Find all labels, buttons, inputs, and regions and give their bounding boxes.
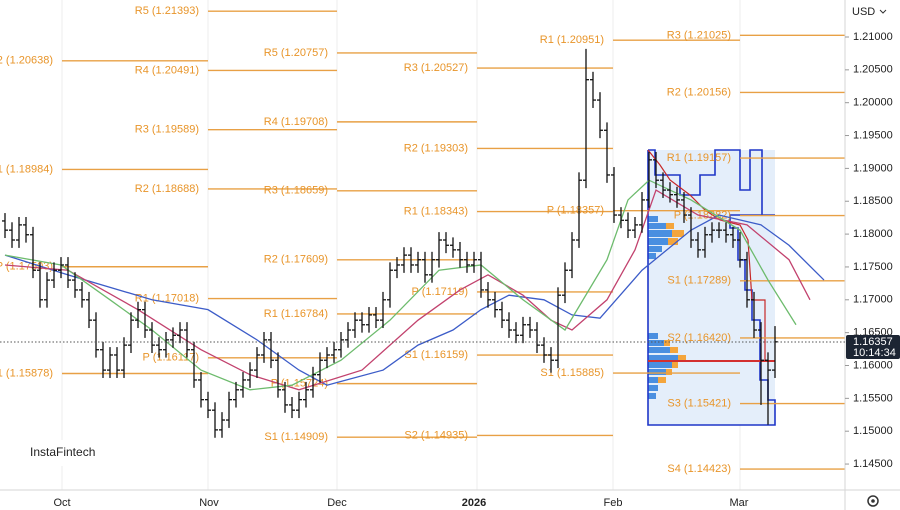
pivot-label: R3 (1.18659): [264, 185, 328, 197]
pivot-label: R5 (1.20757): [264, 47, 328, 59]
profile-area: [648, 150, 775, 425]
y-tick-label: 1.20500: [853, 64, 893, 76]
pivot-label: 1 (1.18984): [0, 163, 53, 175]
x-tick-label: Mar: [730, 497, 749, 509]
pivot-label: R1 (1.20951): [540, 34, 604, 46]
pivot-label: R4 (1.20491): [135, 64, 199, 76]
pivot-label: R3 (1.20527): [404, 62, 468, 74]
y-tick-label: 1.19000: [853, 162, 893, 174]
pivot-label: S2 (1.14935): [404, 429, 468, 441]
pivot-label: R5 (1.21393): [135, 5, 199, 17]
y-tick-label: 1.15500: [853, 392, 893, 404]
x-tick-label: Dec: [327, 497, 347, 509]
pivot-label: P (1.16117): [143, 352, 199, 364]
y-tick-label: 1.18000: [853, 228, 893, 240]
pivot-label: R2 (1.18688): [135, 183, 199, 195]
settings-icon-dot: [871, 499, 875, 503]
price-bars: [2, 48, 778, 438]
x-tick-label: 2026: [462, 497, 486, 509]
y-tick-label: 1.16000: [853, 359, 893, 371]
pivot-label: R1 (1.19157): [667, 152, 731, 164]
brand-bg: [22, 440, 104, 466]
y-tick-label: 1.15000: [853, 425, 893, 437]
pivot-label: R1 (1.17018): [135, 293, 199, 305]
moving-average: [4, 214, 825, 386]
y-tick-label: 1.21000: [853, 31, 893, 43]
pivot-label: S3 (1.15421): [667, 397, 731, 409]
countdown: 10:14:34: [853, 347, 896, 359]
last-price-box: [846, 335, 900, 360]
pivot-label: S2 (1.16420): [667, 332, 731, 344]
y-tick-label: 1.18500: [853, 195, 893, 207]
pivot-label: S1 (1.17289): [667, 275, 731, 287]
pivot-label: R2 (1.17609): [264, 254, 328, 266]
pivot-label: R2 (1.19303): [404, 142, 468, 154]
y-tick-label: 1.19500: [853, 129, 893, 141]
pivot-label: S1 (1.14909): [264, 431, 328, 443]
pivot-label: R1 (1.18343): [404, 205, 468, 217]
y-tick-label: 1.17000: [853, 294, 893, 306]
currency-dropdown[interactable]: [879, 9, 887, 14]
last-price-label: 1.16357: [853, 336, 893, 348]
pivot-label: R2 (1.20156): [667, 86, 731, 98]
pivot-label: P (1.18357): [547, 205, 604, 217]
volume-profile: [647, 149, 776, 426]
y-tick-label: 1.20000: [853, 97, 893, 109]
pivot-label: P (1.17119): [412, 286, 468, 298]
x-tick-label: Nov: [199, 497, 219, 509]
pivot-label: 1 (1.15878): [0, 367, 53, 379]
pivot-label: R3 (1.19589): [135, 124, 199, 136]
pivot-label: S4 (1.14423): [667, 463, 731, 475]
profile-bars-up: [658, 223, 686, 383]
y-tick-label: 1.14500: [853, 458, 893, 470]
profile-bars: [648, 216, 678, 399]
y-tick-label: 1.17500: [853, 261, 893, 273]
pivot-label: R1 (1.16784): [264, 308, 328, 320]
x-tick-label: Oct: [53, 497, 70, 509]
pivot-label: S1 (1.16159): [404, 349, 468, 361]
currency[interactable]: USD: [852, 6, 875, 18]
brand: InstaFintech: [30, 445, 95, 459]
pivot-label: R3 (1.21025): [667, 29, 731, 41]
pivot-label: S1 (1.15885): [540, 367, 604, 379]
pivot-label: 2 (1.20638): [0, 55, 53, 67]
pivot-label: R4 (1.19708): [264, 116, 328, 128]
x-tick-label: Feb: [604, 497, 623, 509]
settings-icon[interactable]: [867, 495, 879, 507]
